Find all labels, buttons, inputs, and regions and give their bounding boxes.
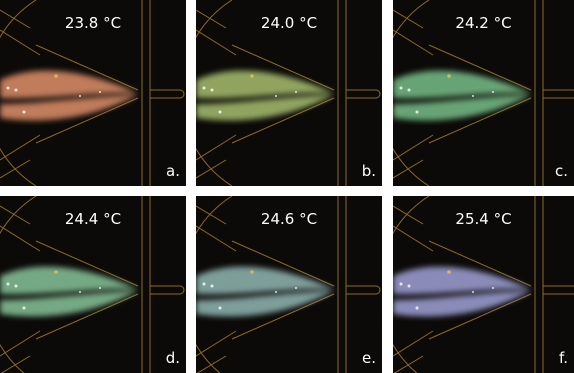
panel-letter: b. [362,162,376,180]
micrograph-panel: 24.4 °C d. [0,196,186,373]
micrograph-panel: 24.6 °C e. [196,196,382,373]
panel-letter: f. [559,349,568,367]
temperature-label: 24.0 °C [196,14,382,32]
figure: 23.8 °C a. 24.0 °C b. [0,0,574,373]
panel-letter: e. [362,349,376,367]
temperature-label: 24.6 °C [196,210,382,228]
micrograph-panel: 25.4 °C f. [393,196,574,373]
panel-letter: c. [555,162,568,180]
temperature-label: 24.4 °C [0,210,186,228]
temperature-label: 23.8 °C [0,14,186,32]
micrograph-panel: 24.0 °C b. [196,0,382,186]
panel-letter: d. [166,349,180,367]
panel-letter: a. [166,162,180,180]
micrograph-panel: 23.8 °C a. [0,0,186,186]
micrograph-panel: 24.2 °C c. [393,0,574,186]
temperature-label: 24.2 °C [393,14,574,32]
temperature-label: 25.4 °C [393,210,574,228]
